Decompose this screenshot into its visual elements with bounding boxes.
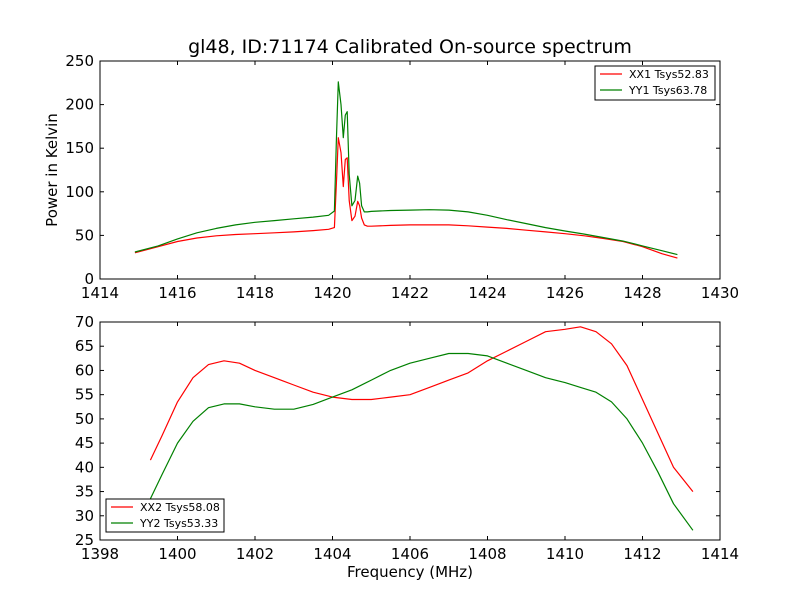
series-line-xx1 (134, 137, 678, 259)
bottom-x-tick-label: 1406 (391, 545, 429, 563)
series-line-yy2 (149, 352, 694, 531)
bottom-x-tick-label: 1412 (623, 545, 661, 563)
top-x-tick-label: 1426 (546, 284, 584, 302)
legend-label-xx2: XX2 Tsys58.08 (140, 501, 220, 514)
series-line-yy1 (134, 81, 678, 256)
top-y-axis-label: Power in Kelvin (43, 113, 61, 227)
bottom-y-tick-label: 25 (75, 531, 94, 549)
top-y-tick-label: 0 (84, 270, 94, 288)
top-y-tick-label: 100 (65, 183, 94, 201)
series-line-xx2 (149, 326, 694, 492)
top-x-tick-label: 1414 (81, 284, 119, 302)
chart-title: gl48, ID:71174 Calibrated On-source spec… (188, 36, 632, 58)
legend-label-xx1: XX1 Tsys52.83 (629, 68, 709, 81)
bottom-y-tick-label: 55 (75, 386, 94, 404)
legend-label-yy2: YY2 Tsys53.33 (139, 517, 218, 530)
top-y-tick-label: 50 (75, 226, 94, 244)
bottom-y-tick-label: 70 (75, 313, 94, 331)
top-x-tick-label: 1424 (468, 284, 506, 302)
top-y-tick-label: 150 (65, 139, 94, 157)
top-y-tick-label: 200 (65, 96, 94, 114)
top-x-tick-label: 1430 (701, 284, 739, 302)
top-x-tick-label: 1416 (158, 284, 196, 302)
legend-label-yy1: YY1 Tsys63.78 (628, 84, 707, 97)
bottom-y-tick-label: 60 (75, 361, 94, 379)
top-x-tick-label: 1428 (623, 284, 661, 302)
bottom-legend-box (105, 498, 225, 533)
bottom-y-tick-label: 40 (75, 458, 94, 476)
bottom-panel: 1398 1400 1402 1404 1406 1408 1410 1412 1414 25 30… (75, 313, 739, 581)
bottom-x-tick-label: 1410 (546, 545, 584, 563)
top-y-tick-label: 250 (65, 52, 94, 70)
top-ticks: 1414 1416 1418 1420 1422 1424 1426 1428 1430 0 50 1… (65, 52, 739, 302)
top-series-layer (134, 81, 678, 259)
bottom-x-tick-label: 1404 (313, 545, 351, 563)
bottom-x-tick-label: 1398 (81, 545, 119, 563)
bottom-y-tick-label: 45 (75, 434, 94, 452)
bottom-x-tick-label: 1402 (236, 545, 274, 563)
bottom-y-tick-label: 35 (75, 483, 94, 501)
top-x-tick-label: 1418 (236, 284, 274, 302)
top-legend: XX1 Tsys52.83 YY1 Tsys63.78 (594, 65, 716, 101)
bottom-y-tick-label: 50 (75, 410, 94, 428)
top-legend-box (594, 65, 716, 101)
bottom-x-tick-label: 1408 (468, 545, 506, 563)
bottom-y-tick-label: 65 (75, 337, 94, 355)
bottom-x-tick-label: 1414 (701, 545, 739, 563)
top-panel: 1414 1416 1418 1420 1422 1424 1426 1428 1430 0 50 1… (43, 52, 739, 302)
bottom-y-tick-label: 30 (75, 507, 94, 525)
bottom-legend: XX2 Tsys58.08 YY2 Tsys53.33 (105, 498, 225, 533)
bottom-x-axis-label: Frequency (MHz) (347, 563, 473, 581)
bottom-series-layer (149, 326, 694, 531)
top-x-tick-label: 1420 (313, 284, 351, 302)
bottom-ticks: 1398 1400 1402 1404 1406 1408 1410 1412 1414 25 30… (75, 313, 739, 563)
top-x-tick-label: 1422 (391, 284, 429, 302)
bottom-x-tick-label: 1400 (158, 545, 196, 563)
